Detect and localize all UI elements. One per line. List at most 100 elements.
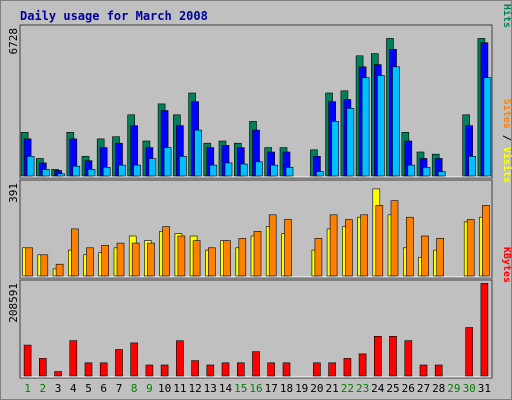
- bar-sites-day-23: [360, 214, 368, 277]
- x-tick-label-30: 30: [463, 382, 476, 395]
- x-tick-label-24: 24: [371, 382, 385, 395]
- bar-sites-day-5: [86, 247, 94, 277]
- x-tick-label-5: 5: [85, 382, 92, 395]
- x-tick-label-10: 10: [158, 382, 171, 395]
- bar-sites-day-26: [405, 216, 414, 277]
- bar-pages-day-7: [118, 164, 126, 177]
- bar-kbytes-day-3: [54, 371, 62, 377]
- x-tick-label-13: 13: [204, 382, 217, 395]
- bar-kbytes-day-28: [434, 364, 443, 377]
- bar-sites-day-13: [208, 247, 216, 277]
- side-label-kbytes: KBytes: [501, 247, 512, 283]
- bar-sites-day-24: [375, 205, 384, 277]
- bar-sites-day-10: [162, 226, 170, 277]
- chart-title: Daily usage for March 2008: [20, 9, 208, 23]
- x-tick-label-26: 26: [402, 382, 415, 395]
- bar-kbytes-day-2: [38, 358, 47, 377]
- bar-kbytes-day-4: [69, 340, 78, 377]
- x-tick-label-6: 6: [100, 382, 107, 395]
- bar-sites-day-25: [390, 200, 399, 277]
- bar-pages-day-28: [437, 171, 446, 177]
- x-tick-label-28: 28: [432, 382, 445, 395]
- x-tick-label-27: 27: [417, 382, 430, 395]
- bar-kbytes-day-27: [419, 364, 428, 377]
- bar-sites-day-12: [192, 240, 201, 277]
- side-label-separator: /: [501, 0, 512, 4]
- x-tick-label-11: 11: [173, 382, 186, 395]
- x-tick-label-1: 1: [24, 382, 31, 395]
- bar-sites-day-16: [253, 231, 262, 277]
- bar-kbytes-day-20: [313, 362, 321, 377]
- bar-pages-day-25: [392, 66, 400, 177]
- bar-pages-day-20: [316, 171, 324, 177]
- side-label-visits: Visits: [501, 147, 512, 183]
- panel-side-labels: KBytes: [501, 247, 512, 283]
- bar-pages-day-4: [72, 165, 81, 177]
- bar-sites-day-7: [116, 242, 125, 277]
- bar-kbytes-day-8: [130, 342, 138, 377]
- x-tick-label-29: 29: [447, 382, 460, 395]
- panel-2: 391 Sites / Visits: [7, 99, 512, 279]
- bar-sites-day-31: [482, 205, 490, 277]
- bar-sites-day-11: [177, 235, 186, 277]
- bar-sites-day-14: [223, 240, 231, 277]
- bar-pages-day-31: [483, 77, 492, 177]
- bar-pages-day-9: [148, 158, 157, 177]
- bar-sites-day-30: [466, 219, 475, 277]
- bar-kbytes-day-11: [176, 340, 184, 377]
- x-axis-labels: 1 2 3 4 5 6 7 8 9 10 11 12 13 14 15 16 17 18 19 20 21 22 23 24 2…: [24, 382, 491, 395]
- panel-side-labels: Sites / Visits: [501, 99, 512, 183]
- bar-sites-day-20: [314, 238, 323, 277]
- bar-pages-day-22: [346, 108, 355, 177]
- bar-pages-day-23: [361, 77, 370, 177]
- bar-pages-day-24: [376, 75, 385, 177]
- bar-sites-day-4: [71, 228, 79, 277]
- bar-kbytes-day-15: [237, 362, 245, 377]
- bar-pages-day-11: [179, 156, 187, 177]
- bar-kbytes-day-25: [389, 335, 397, 377]
- bar-sites-day-17: [268, 214, 277, 277]
- bar-pages-day-12: [194, 129, 202, 177]
- bar-kbytes-day-24: [373, 335, 382, 377]
- x-tick-label-12: 12: [188, 382, 201, 395]
- x-tick-label-18: 18: [280, 382, 293, 395]
- bar-pages-day-17: [270, 164, 279, 177]
- bar-sites-day-15: [238, 238, 247, 277]
- bar-pages-day-6: [102, 167, 111, 177]
- bar-pages-day-18: [285, 167, 294, 177]
- bar-kbytes-day-5: [84, 362, 93, 377]
- bar-kbytes-day-14: [221, 362, 230, 377]
- bar-kbytes-day-6: [99, 362, 108, 377]
- bar-sites-day-27: [421, 235, 429, 277]
- panel-side-labels: Pages / Files / Hits: [501, 0, 512, 28]
- bar-pages-day-1: [26, 156, 35, 177]
- bar-pages-day-27: [422, 167, 431, 177]
- x-tick-label-25: 25: [386, 382, 399, 395]
- x-tick-label-2: 2: [39, 382, 46, 395]
- x-tick-label-23: 23: [356, 382, 369, 395]
- bar-sites-day-22: [345, 219, 353, 277]
- x-tick-label-14: 14: [219, 382, 233, 395]
- x-tick-label-3: 3: [55, 382, 62, 395]
- bar-kbytes-day-9: [145, 364, 154, 377]
- x-tick-label-9: 9: [146, 382, 153, 395]
- x-tick-label-4: 4: [70, 382, 77, 395]
- side-label-separator: /: [501, 129, 512, 147]
- x-tick-label-22: 22: [341, 382, 354, 395]
- bar-kbytes-day-23: [358, 353, 367, 377]
- bar-kbytes-day-30: [465, 327, 474, 377]
- x-tick-label-16: 16: [249, 382, 262, 395]
- panel-max-label: 391: [7, 183, 20, 203]
- bar-kbytes-day-13: [206, 364, 215, 377]
- bar-kbytes-day-17: [267, 362, 276, 377]
- bar-pages-day-5: [87, 169, 96, 177]
- panel-max-label: 6728: [7, 28, 20, 55]
- bar-pages-day-21: [331, 121, 339, 177]
- bar-kbytes-day-10: [160, 364, 169, 377]
- bar-sites-day-9: [147, 242, 155, 277]
- bar-kbytes-day-7: [115, 349, 123, 377]
- bar-pages-day-10: [163, 147, 172, 177]
- x-tick-label-17: 17: [265, 382, 278, 395]
- bar-pages-day-14: [224, 162, 233, 177]
